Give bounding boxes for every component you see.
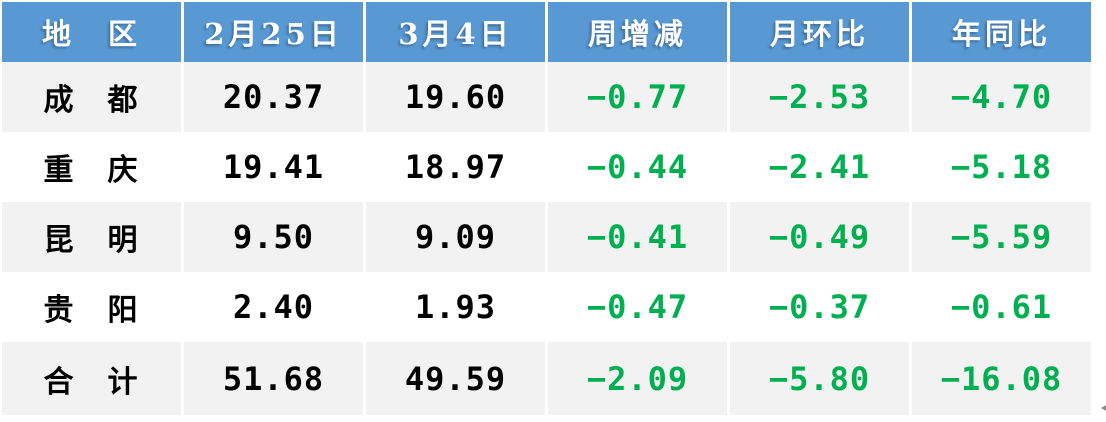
cell-chongqing-mar4: 18.97 xyxy=(366,132,548,202)
header-cell-region: 地 区 xyxy=(2,2,184,62)
table-body: 成 都 20.37 19.60 −0.77 −2.53 −4.70 重 庆 19.41 18.9… xyxy=(2,62,1094,415)
cell-chengdu-month_on_month: −2.53 xyxy=(730,62,912,132)
cell-chongqing-week_change: −0.44 xyxy=(548,132,730,202)
cell-total-week_change: −2.09 xyxy=(548,342,730,415)
cell-guiyang-year_on_year: −0.61 xyxy=(912,272,1094,342)
table-row-kunming: 昆 明 9.50 9.09 −0.41 −0.49 −5.59 xyxy=(2,202,1094,272)
header-cell-mar4: 3月4日 xyxy=(366,2,548,62)
regional-price-table: 地 区 2月25日 3月4日 周增减 月环比 年同比 成 都 20.37 19.60 −0.77… xyxy=(2,2,1094,415)
cell-chongqing-feb25: 19.41 xyxy=(184,132,366,202)
cell-chongqing-year_on_year: −5.18 xyxy=(912,132,1094,202)
cell-total-mar4: 49.59 xyxy=(366,342,548,415)
table-row-guiyang: 贵 阳 2.40 1.93 −0.47 −0.37 −0.61 xyxy=(2,272,1094,342)
cell-chengdu-week_change: −0.77 xyxy=(548,62,730,132)
header-cell-year_on_year: 年同比 xyxy=(912,2,1094,62)
cell-guiyang-region: 贵 阳 xyxy=(2,272,184,342)
header-cell-month_on_month: 月环比 xyxy=(730,2,912,62)
cell-total-month_on_month: −5.80 xyxy=(730,342,912,415)
cell-guiyang-feb25: 2.40 xyxy=(184,272,366,342)
table-row-total: 合 计 51.68 49.59 −2.09 −5.80 −16.08 xyxy=(2,342,1094,415)
table-row-chengdu: 成 都 20.37 19.60 −0.77 −2.53 −4.70 xyxy=(2,62,1094,132)
cell-kunming-year_on_year: −5.59 xyxy=(912,202,1094,272)
cursor-artifact-icon xyxy=(1101,403,1106,413)
cell-kunming-month_on_month: −0.49 xyxy=(730,202,912,272)
cell-chengdu-region: 成 都 xyxy=(2,62,184,132)
cell-guiyang-mar4: 1.93 xyxy=(366,272,548,342)
cell-kunming-week_change: −0.41 xyxy=(548,202,730,272)
cell-chongqing-region: 重 庆 xyxy=(2,132,184,202)
cell-guiyang-month_on_month: −0.37 xyxy=(730,272,912,342)
cell-chongqing-month_on_month: −2.41 xyxy=(730,132,912,202)
header-cell-week_change: 周增减 xyxy=(548,2,730,62)
cell-chengdu-mar4: 19.60 xyxy=(366,62,548,132)
cell-kunming-mar4: 9.09 xyxy=(366,202,548,272)
cell-total-feb25: 51.68 xyxy=(184,342,366,415)
cell-total-year_on_year: −16.08 xyxy=(912,342,1094,415)
cell-guiyang-week_change: −0.47 xyxy=(548,272,730,342)
cell-chengdu-feb25: 20.37 xyxy=(184,62,366,132)
table-row-chongqing: 重 庆 19.41 18.97 −0.44 −2.41 −5.18 xyxy=(2,132,1094,202)
table-header-row: 地 区 2月25日 3月4日 周增减 月环比 年同比 xyxy=(2,2,1094,62)
cell-kunming-region: 昆 明 xyxy=(2,202,184,272)
cell-total-region: 合 计 xyxy=(2,342,184,415)
cell-kunming-feb25: 9.50 xyxy=(184,202,366,272)
cell-chengdu-year_on_year: −4.70 xyxy=(912,62,1094,132)
header-cell-feb25: 2月25日 xyxy=(184,2,366,62)
